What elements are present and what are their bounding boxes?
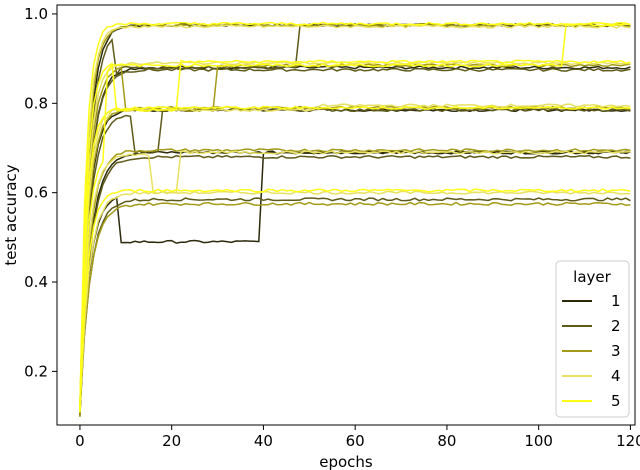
x-tick-label: 20 bbox=[162, 432, 181, 450]
series-line-layer-5-run-2 bbox=[79, 59, 631, 412]
legend-label-3: 3 bbox=[611, 342, 621, 360]
x-tick-label: 40 bbox=[254, 432, 273, 450]
series-line-layer-1-run-3 bbox=[79, 107, 631, 416]
series-line-layer-1-run-5 bbox=[79, 150, 631, 407]
series-layer bbox=[79, 21, 631, 417]
series-line-layer-4-run-5 bbox=[79, 190, 631, 408]
series-line-layer-5-run-4 bbox=[79, 23, 631, 412]
series-line-layer-3-run-5 bbox=[79, 201, 631, 407]
series-line-layer-1-run-1 bbox=[79, 22, 631, 412]
series-line-layer-2-run-4 bbox=[79, 154, 631, 417]
series-line-layer-3-run-4 bbox=[79, 148, 631, 417]
series-line-layer-2-run-1 bbox=[79, 23, 631, 409]
x-tick-label: 80 bbox=[437, 432, 456, 450]
axis-ticks: 0 20 40 60 80 100 120 0.2 0.4 0.6 0.8 1.0 bbox=[24, 5, 640, 450]
legend-label-4: 4 bbox=[611, 367, 621, 385]
x-axis-label: epochs bbox=[319, 453, 373, 470]
legend: layer 1 2 3 4 5 bbox=[555, 260, 630, 418]
legend-title: layer bbox=[573, 268, 611, 286]
legend-label-5: 5 bbox=[611, 392, 621, 410]
y-tick-label: 1.0 bbox=[24, 5, 48, 23]
x-tick-label: 120 bbox=[616, 432, 640, 450]
plot-frame bbox=[56, 4, 636, 426]
x-tick-label: 100 bbox=[524, 432, 553, 450]
y-tick-label: 0.6 bbox=[24, 184, 48, 202]
series-line-layer-2-run-2 bbox=[79, 67, 631, 411]
series-line-layer-2-run-5 bbox=[79, 197, 631, 412]
series-line-layer-1-run-4 bbox=[79, 150, 631, 412]
series-line-layer-4-run-2 bbox=[79, 60, 631, 413]
y-tick-label: 0.8 bbox=[24, 94, 48, 112]
legend-label-2: 2 bbox=[611, 317, 621, 335]
x-tick-label: 60 bbox=[346, 432, 365, 450]
series-line-layer-5-run-3 bbox=[79, 105, 631, 409]
series-line-layer-3-run-1 bbox=[79, 22, 631, 408]
legend-label-1: 1 bbox=[611, 292, 621, 310]
y-axis-label: test accuracy bbox=[2, 164, 20, 265]
x-tick-label: 0 bbox=[75, 432, 85, 450]
series-line-layer-4-run-1 bbox=[79, 24, 631, 407]
series-line-layer-4-run-4 bbox=[79, 150, 631, 411]
series-line-layer-5-run-1 bbox=[79, 21, 631, 409]
series-line-layer-5-run-5 bbox=[79, 188, 631, 408]
y-tick-label: 0.4 bbox=[24, 273, 48, 291]
y-tick-label: 0.2 bbox=[24, 362, 48, 380]
